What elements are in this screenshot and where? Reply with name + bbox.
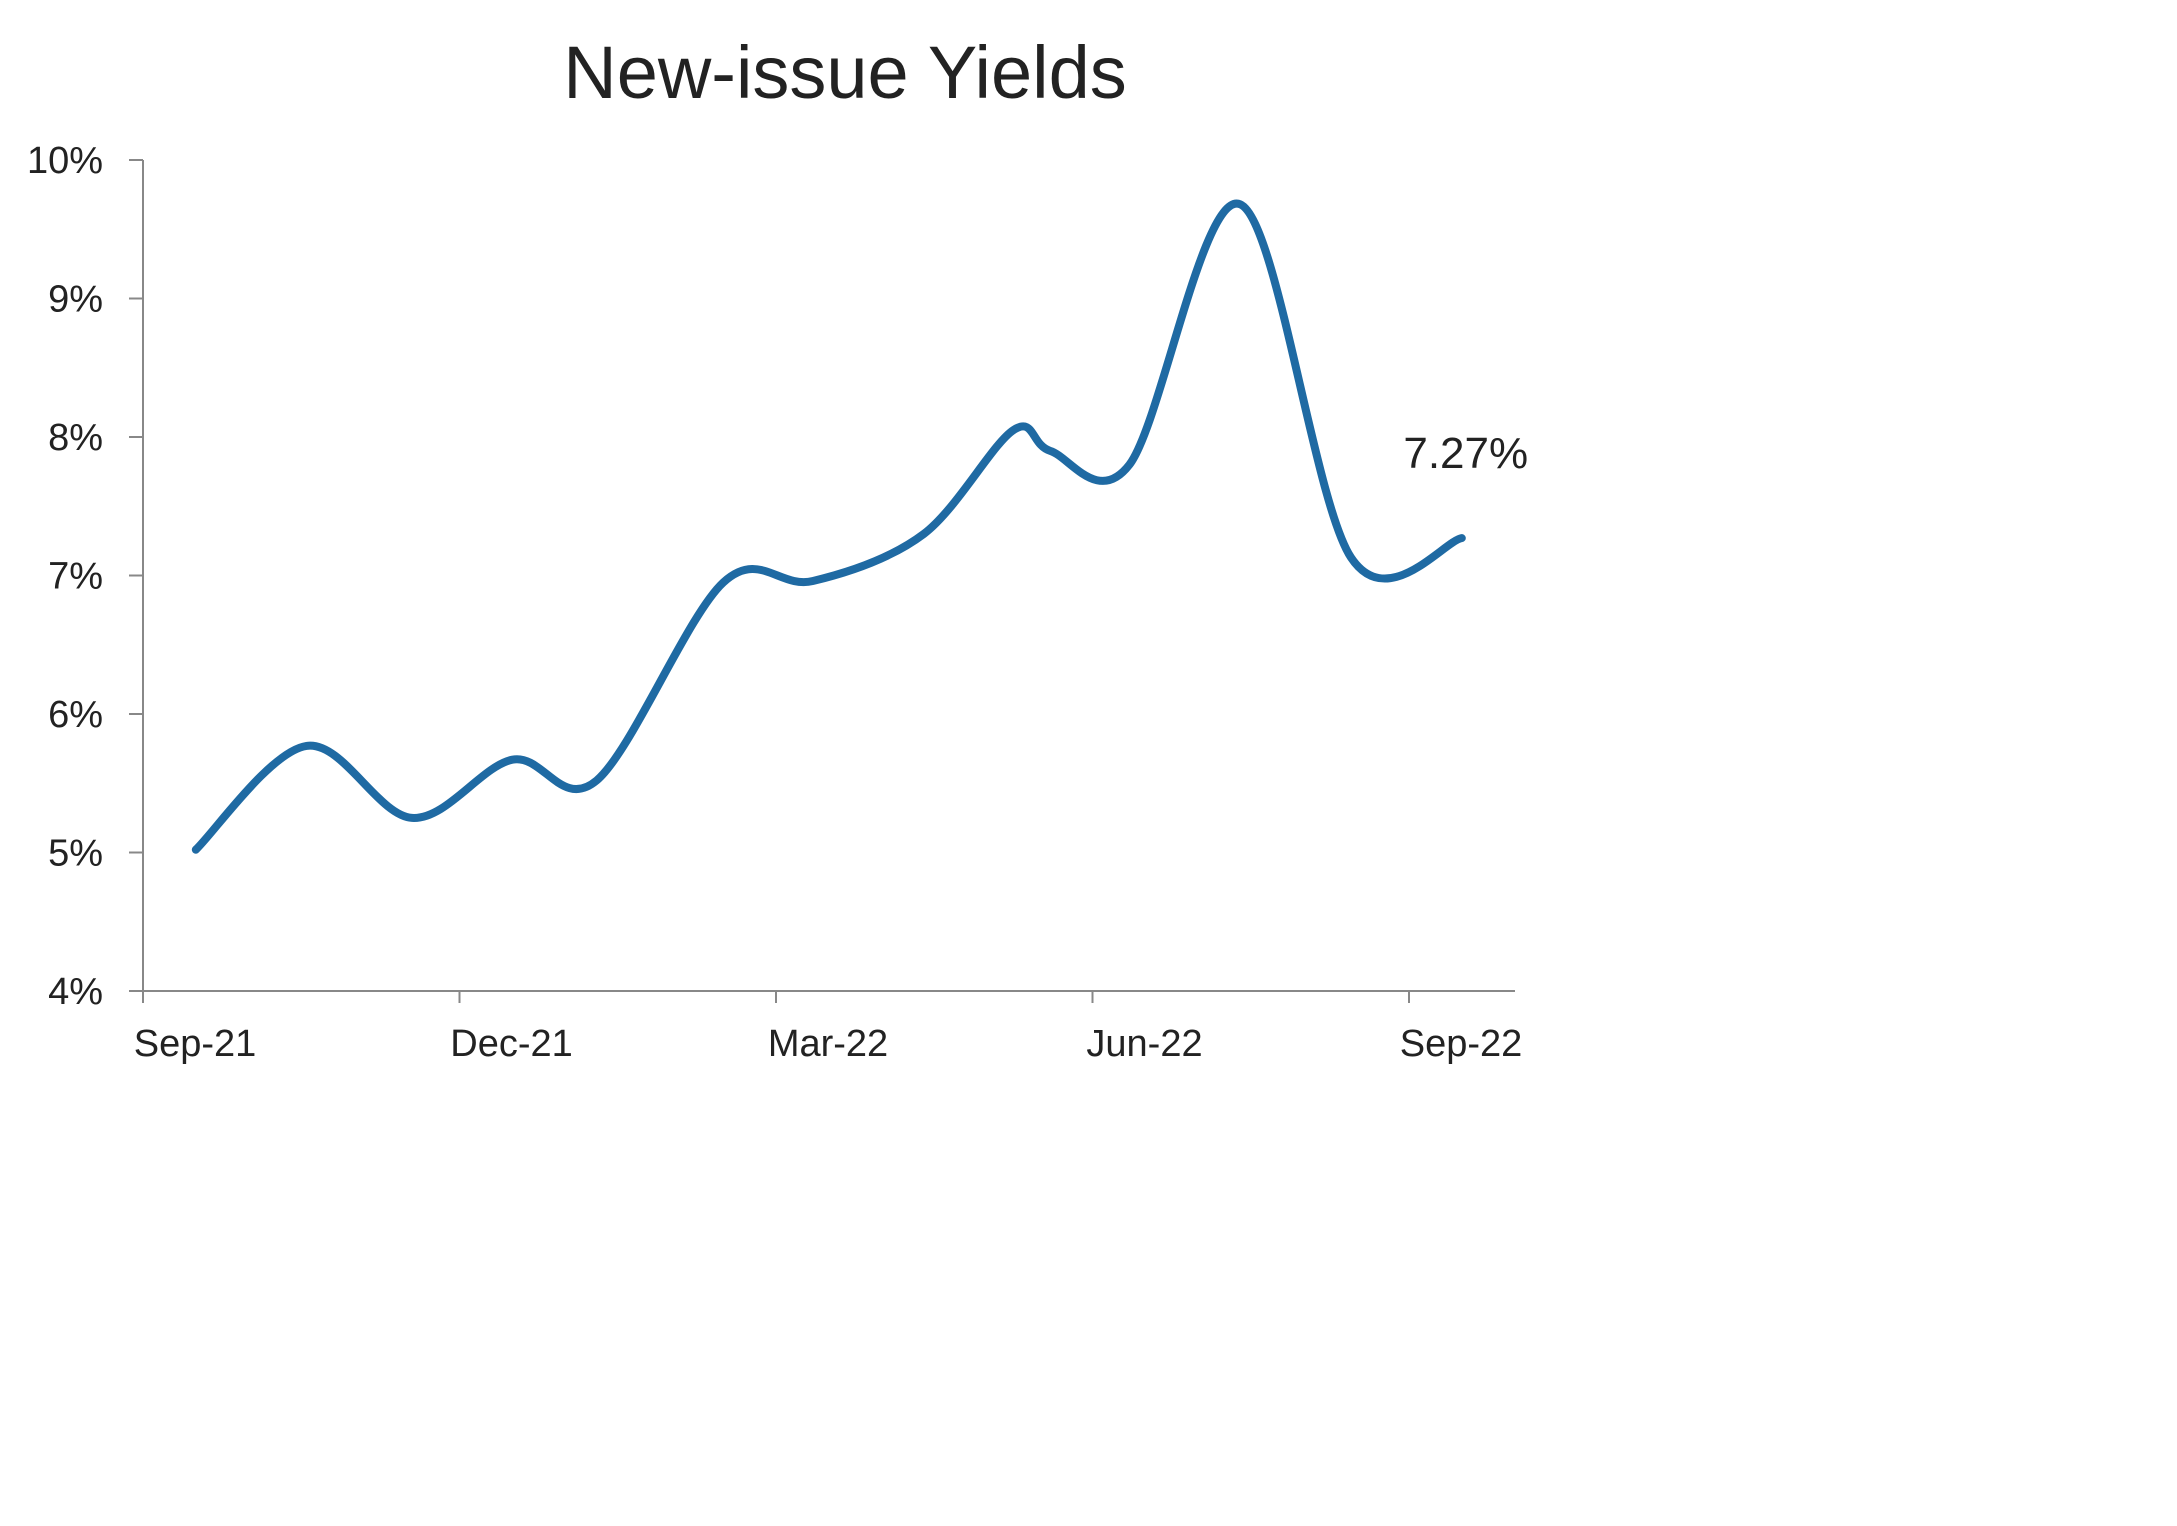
series-line (191, 199, 1466, 854)
x-ticks: Sep-21 Dec-21 Mar-22 Jun-22 Sep-22 (134, 991, 1523, 1065)
chart-title: New-issue Yields (563, 31, 1126, 114)
y-ticks: 4% 5% 6% 7% 8% 9% 10% (27, 140, 143, 1013)
series (191, 199, 1466, 854)
x-tick-label: Jun-22 (1086, 1023, 1202, 1065)
y-tick-label: 9% (48, 279, 103, 321)
x-tick-label: Sep-21 (134, 1023, 257, 1065)
y-tick-label: 10% (27, 140, 103, 182)
y-tick-label: 5% (48, 833, 103, 875)
annotations: 7.27% (1403, 429, 1528, 478)
y-tick-label: 8% (48, 417, 103, 459)
y-tick-label: 4% (48, 971, 103, 1013)
x-tick-label: Dec-21 (450, 1023, 573, 1065)
x-tick-label: Mar-22 (768, 1023, 888, 1065)
y-tick-label: 7% (48, 556, 103, 598)
annotation-last-value: 7.27% (1403, 429, 1528, 478)
x-tick-label: Sep-22 (1400, 1023, 1523, 1065)
chart: New-issue Yields 4% 5% 6% 7% 8% 9% 10% Sep-21 D… (27, 31, 1528, 1065)
y-tick-label: 6% (48, 694, 103, 736)
